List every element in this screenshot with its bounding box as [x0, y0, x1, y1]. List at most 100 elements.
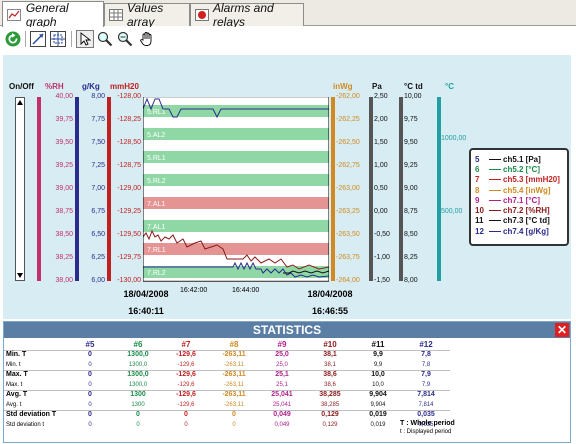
pan-hand-icon — [140, 32, 152, 46]
legend-item[interactable]: 10 ch7.2 [%RH] — [475, 205, 563, 215]
tick-label: -262,00 — [336, 93, 360, 100]
tick-label: 9,50 — [404, 139, 418, 146]
onoff-scrollbar[interactable] — [15, 97, 25, 281]
axis-title-ctd: °C td — [404, 82, 423, 91]
stats-cell: 0 — [162, 409, 210, 420]
stats-subcell: -263,11 — [224, 361, 244, 368]
stats-cell: -129,6 — [162, 369, 210, 380]
legend-item[interactable]: 9 ch7.1 [°C] — [475, 195, 563, 205]
pan-button[interactable] — [138, 30, 156, 48]
tab-general-graph[interactable]: General graph — [2, 1, 104, 29]
tick-label: -263,75 — [336, 254, 360, 261]
start-time: 16:40:11 — [128, 306, 164, 316]
legend-number: 11 — [475, 216, 484, 226]
tick-label: 1,50 — [374, 139, 388, 146]
trace-ch7-3 — [283, 270, 329, 274]
refresh-icon — [5, 31, 21, 47]
plot-canvas[interactable]: 5.RL1 5.AL2 5.RL1 5.RL2 7.AL1 7.AL1 7.RL1 7.RL2 — [143, 97, 329, 281]
zoom-fit-button[interactable] — [29, 30, 47, 48]
alarm-band-label: 5.RL1 — [147, 155, 166, 162]
stats-subcell: 38,1 — [324, 361, 336, 368]
trace-ch7-4 — [143, 97, 329, 119]
stats-cell: 0 — [210, 409, 258, 420]
tick-label: 9,25 — [404, 162, 418, 169]
tick-label: -0,50 — [374, 231, 390, 238]
stats-subcell: 0 — [88, 422, 92, 428]
statistics-table: #5 #6 #7 #8 #9 #10 #11 #12 Min. T 0 1300,0 -129,6 -2… — [4, 340, 450, 430]
stats-cell: 1300 — [114, 389, 162, 400]
legend-swatch — [489, 189, 501, 191]
close-statistics-button[interactable]: ✕ — [555, 323, 569, 337]
tick-label: 39,25 — [55, 162, 73, 169]
stats-cell: 0 — [66, 389, 114, 400]
note-whole-period: T : Whole period — [400, 420, 455, 427]
stats-subcell: 9,9 — [373, 361, 383, 368]
stats-row-label: Min. T — [4, 349, 66, 360]
legend-swatch — [489, 158, 501, 160]
stats-column-header: #6 — [133, 339, 143, 349]
ticks-rh: 40,00 39,75 39,50 39,25 39,00 38,75 38,50 38,25… — [43, 93, 73, 284]
ticks-c: 1000,00 500,00 — [441, 97, 471, 281]
pointer-button[interactable] — [76, 30, 94, 48]
legend-item[interactable]: 12 ch7.4 [g/Kg] — [475, 226, 563, 236]
axis-title-pa: Pa — [372, 82, 382, 91]
alarm-band — [143, 243, 329, 255]
toolbar-separator — [71, 31, 72, 47]
tab-label: Values array — [127, 1, 164, 29]
legend-swatch — [489, 210, 501, 212]
tab-alarms-relays[interactable]: Alarms and relays — [190, 1, 304, 29]
stats-subcell: -129,6 — [177, 381, 195, 388]
stats-row-sublabel: Std deviation t — [6, 422, 45, 428]
scroll-down-arrow-icon[interactable] — [16, 271, 24, 280]
tick-label: 8,25 — [404, 254, 418, 261]
legend-item[interactable]: 11 ch7.3 [°C td] — [475, 216, 563, 226]
stats-subcell: 0 — [88, 381, 92, 388]
alarm-band — [143, 197, 329, 209]
zoom-window-button[interactable] — [49, 30, 67, 48]
legend-label: ch7.4 [g/Kg] — [503, 226, 549, 236]
stats-cell: 0,035 — [402, 409, 450, 420]
tick-label: 7,75 — [91, 116, 105, 123]
tick-label: -262,50 — [336, 139, 360, 146]
stats-column-header: #9 — [277, 339, 287, 349]
tab-label: Alarms and relays — [213, 1, 274, 29]
tick-label: -1,50 — [374, 277, 390, 284]
tick-label: 9,75 — [404, 116, 418, 123]
time-tick: 16:42:00 — [180, 287, 208, 294]
stats-subcell: 1300,0 — [128, 361, 148, 368]
axis-title-c: °C — [445, 82, 454, 91]
stats-row-label: Std deviation T — [4, 409, 66, 420]
tick-label: -263,50 — [336, 231, 360, 238]
legend-label: ch5.3 [mmH20] — [503, 175, 560, 185]
graph-area[interactable]: On/Off %RH g/Kg mmH20 inWg Pa °C td °C 4… — [3, 55, 571, 319]
tick-label: -128,75 — [117, 162, 141, 169]
tick-label: -263,25 — [336, 208, 360, 215]
stats-subcell: -129,6 — [177, 361, 195, 368]
legend-item[interactable]: 6 ch5.2 [°C] — [475, 164, 563, 174]
tick-label: -262,75 — [336, 162, 360, 169]
tick-label: 6,25 — [91, 254, 105, 261]
legend-item[interactable]: 7 ch5.3 [mmH20] — [475, 175, 563, 185]
stats-cell: 25,041 — [258, 389, 306, 400]
stats-subcell: -263,11 — [224, 401, 244, 408]
stats-subcell: 0,035 — [418, 422, 434, 428]
legend-item[interactable]: 8 ch5.4 [inWg] — [475, 185, 563, 195]
stats-subcell: 25,0 — [276, 361, 288, 368]
zoom-out-button[interactable] — [116, 30, 134, 48]
tab-bar: General graph Values array Alarms and re… — [0, 0, 576, 29]
statistics-title: STATISTICS — [4, 322, 570, 338]
tick-label: 1000,00 — [441, 135, 467, 142]
legend-number: 5 — [475, 154, 480, 164]
channel-legend[interactable]: 5 ch5.1 [Pa] 6 ch5.2 [°C] 7 ch5.3 [mmH20] 8 ch5… — [469, 148, 569, 246]
legend-label: ch7.1 [°C] — [503, 195, 540, 205]
legend-item[interactable]: 5 ch5.1 [Pa] — [475, 154, 563, 164]
alarm-band — [143, 128, 329, 140]
stats-subcell: 0,049 — [274, 422, 290, 428]
zoom-in-button[interactable] — [96, 30, 114, 48]
tick-label: -128,50 — [117, 139, 141, 146]
tab-values-array[interactable]: Values array — [104, 1, 190, 29]
refresh-button[interactable] — [4, 30, 22, 48]
toolbar-separator — [25, 31, 26, 47]
legend-swatch — [489, 179, 501, 181]
scroll-up-arrow-icon[interactable] — [16, 98, 24, 107]
